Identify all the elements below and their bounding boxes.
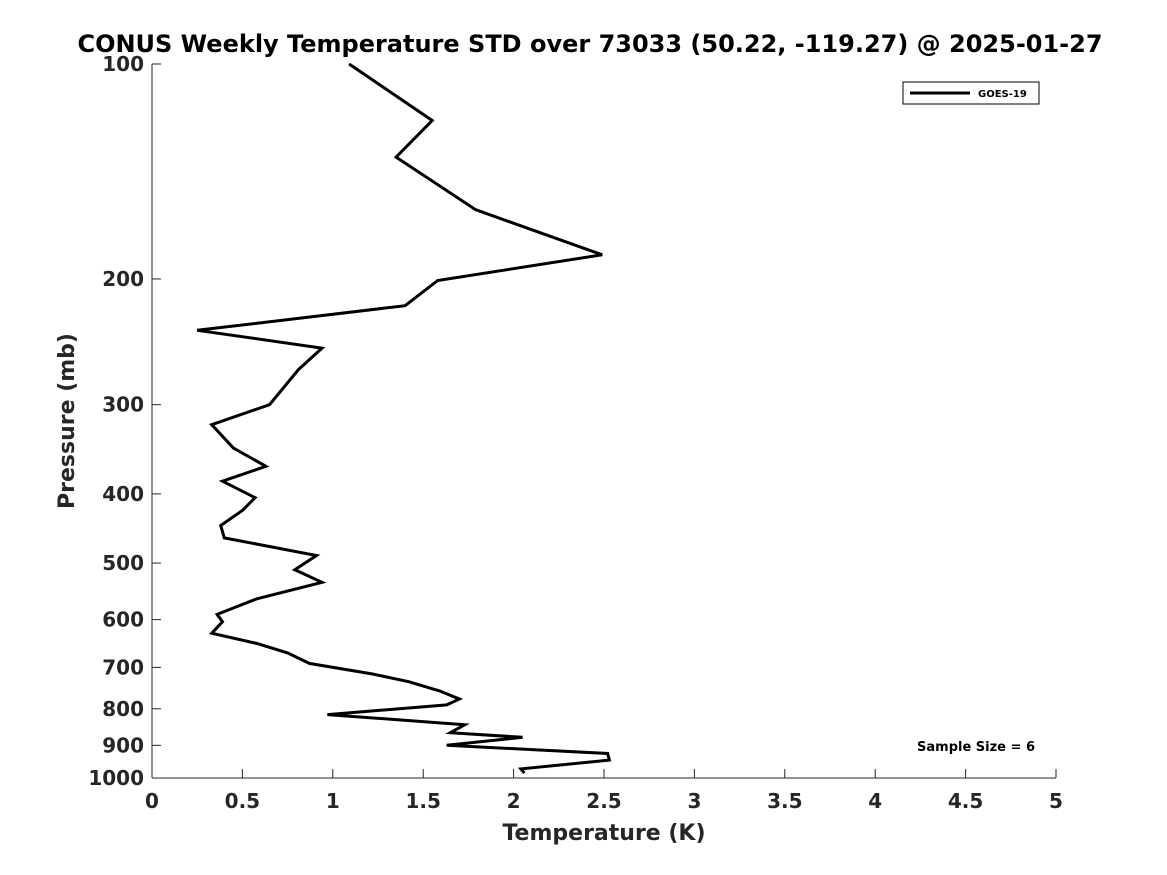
y-axis-label: Pressure (mb) — [55, 333, 80, 509]
x-axis-ticks: 0 0.5 1 1.5 2 2.5 3 3.5 4 4.5 5 — [145, 769, 1063, 813]
y-tick-label: 500 — [102, 551, 144, 575]
x-tick-label: 3.5 — [767, 789, 802, 813]
y-tick-label: 800 — [102, 697, 144, 721]
legend: GOES-19 — [902, 81, 1040, 105]
x-axis-label: Temperature (K) — [502, 821, 705, 846]
series-layer — [196, 62, 612, 774]
y-axis-ticks: 100 200 300 400 500 600 700 800 900 1000 — [88, 52, 161, 790]
x-tick-label: 4.5 — [948, 789, 983, 813]
x-tick-label: 0.5 — [225, 789, 260, 813]
legend-box — [902, 81, 1040, 105]
x-tick-label: 4 — [868, 789, 882, 813]
y-tick-label: 400 — [102, 482, 144, 506]
y-tick-label: 300 — [102, 393, 144, 417]
x-tick-label: 3 — [687, 789, 701, 813]
x-tick-label: 5 — [1049, 789, 1063, 813]
x-tick-label: 2.5 — [586, 789, 621, 813]
y-tick-label: 1000 — [88, 766, 144, 790]
chart-title: CONUS Weekly Temperature STD over 73033 … — [77, 30, 1102, 58]
x-tick-label: 2 — [507, 789, 521, 813]
legend-label-goes-19: GOES-19 — [978, 89, 1027, 100]
y-tick-label: 200 — [102, 267, 144, 291]
y-tick-label: 700 — [102, 655, 144, 679]
x-tick-label: 0 — [145, 789, 159, 813]
series-line-goes-19 — [196, 62, 612, 774]
x-tick-label: 1.5 — [405, 789, 440, 813]
y-tick-label: 900 — [102, 733, 144, 757]
y-tick-label: 600 — [102, 608, 144, 632]
y-tick-label: 100 — [102, 52, 144, 76]
sample-size-annotation: Sample Size = 6 — [917, 740, 1035, 755]
x-tick-label: 1 — [326, 789, 340, 813]
